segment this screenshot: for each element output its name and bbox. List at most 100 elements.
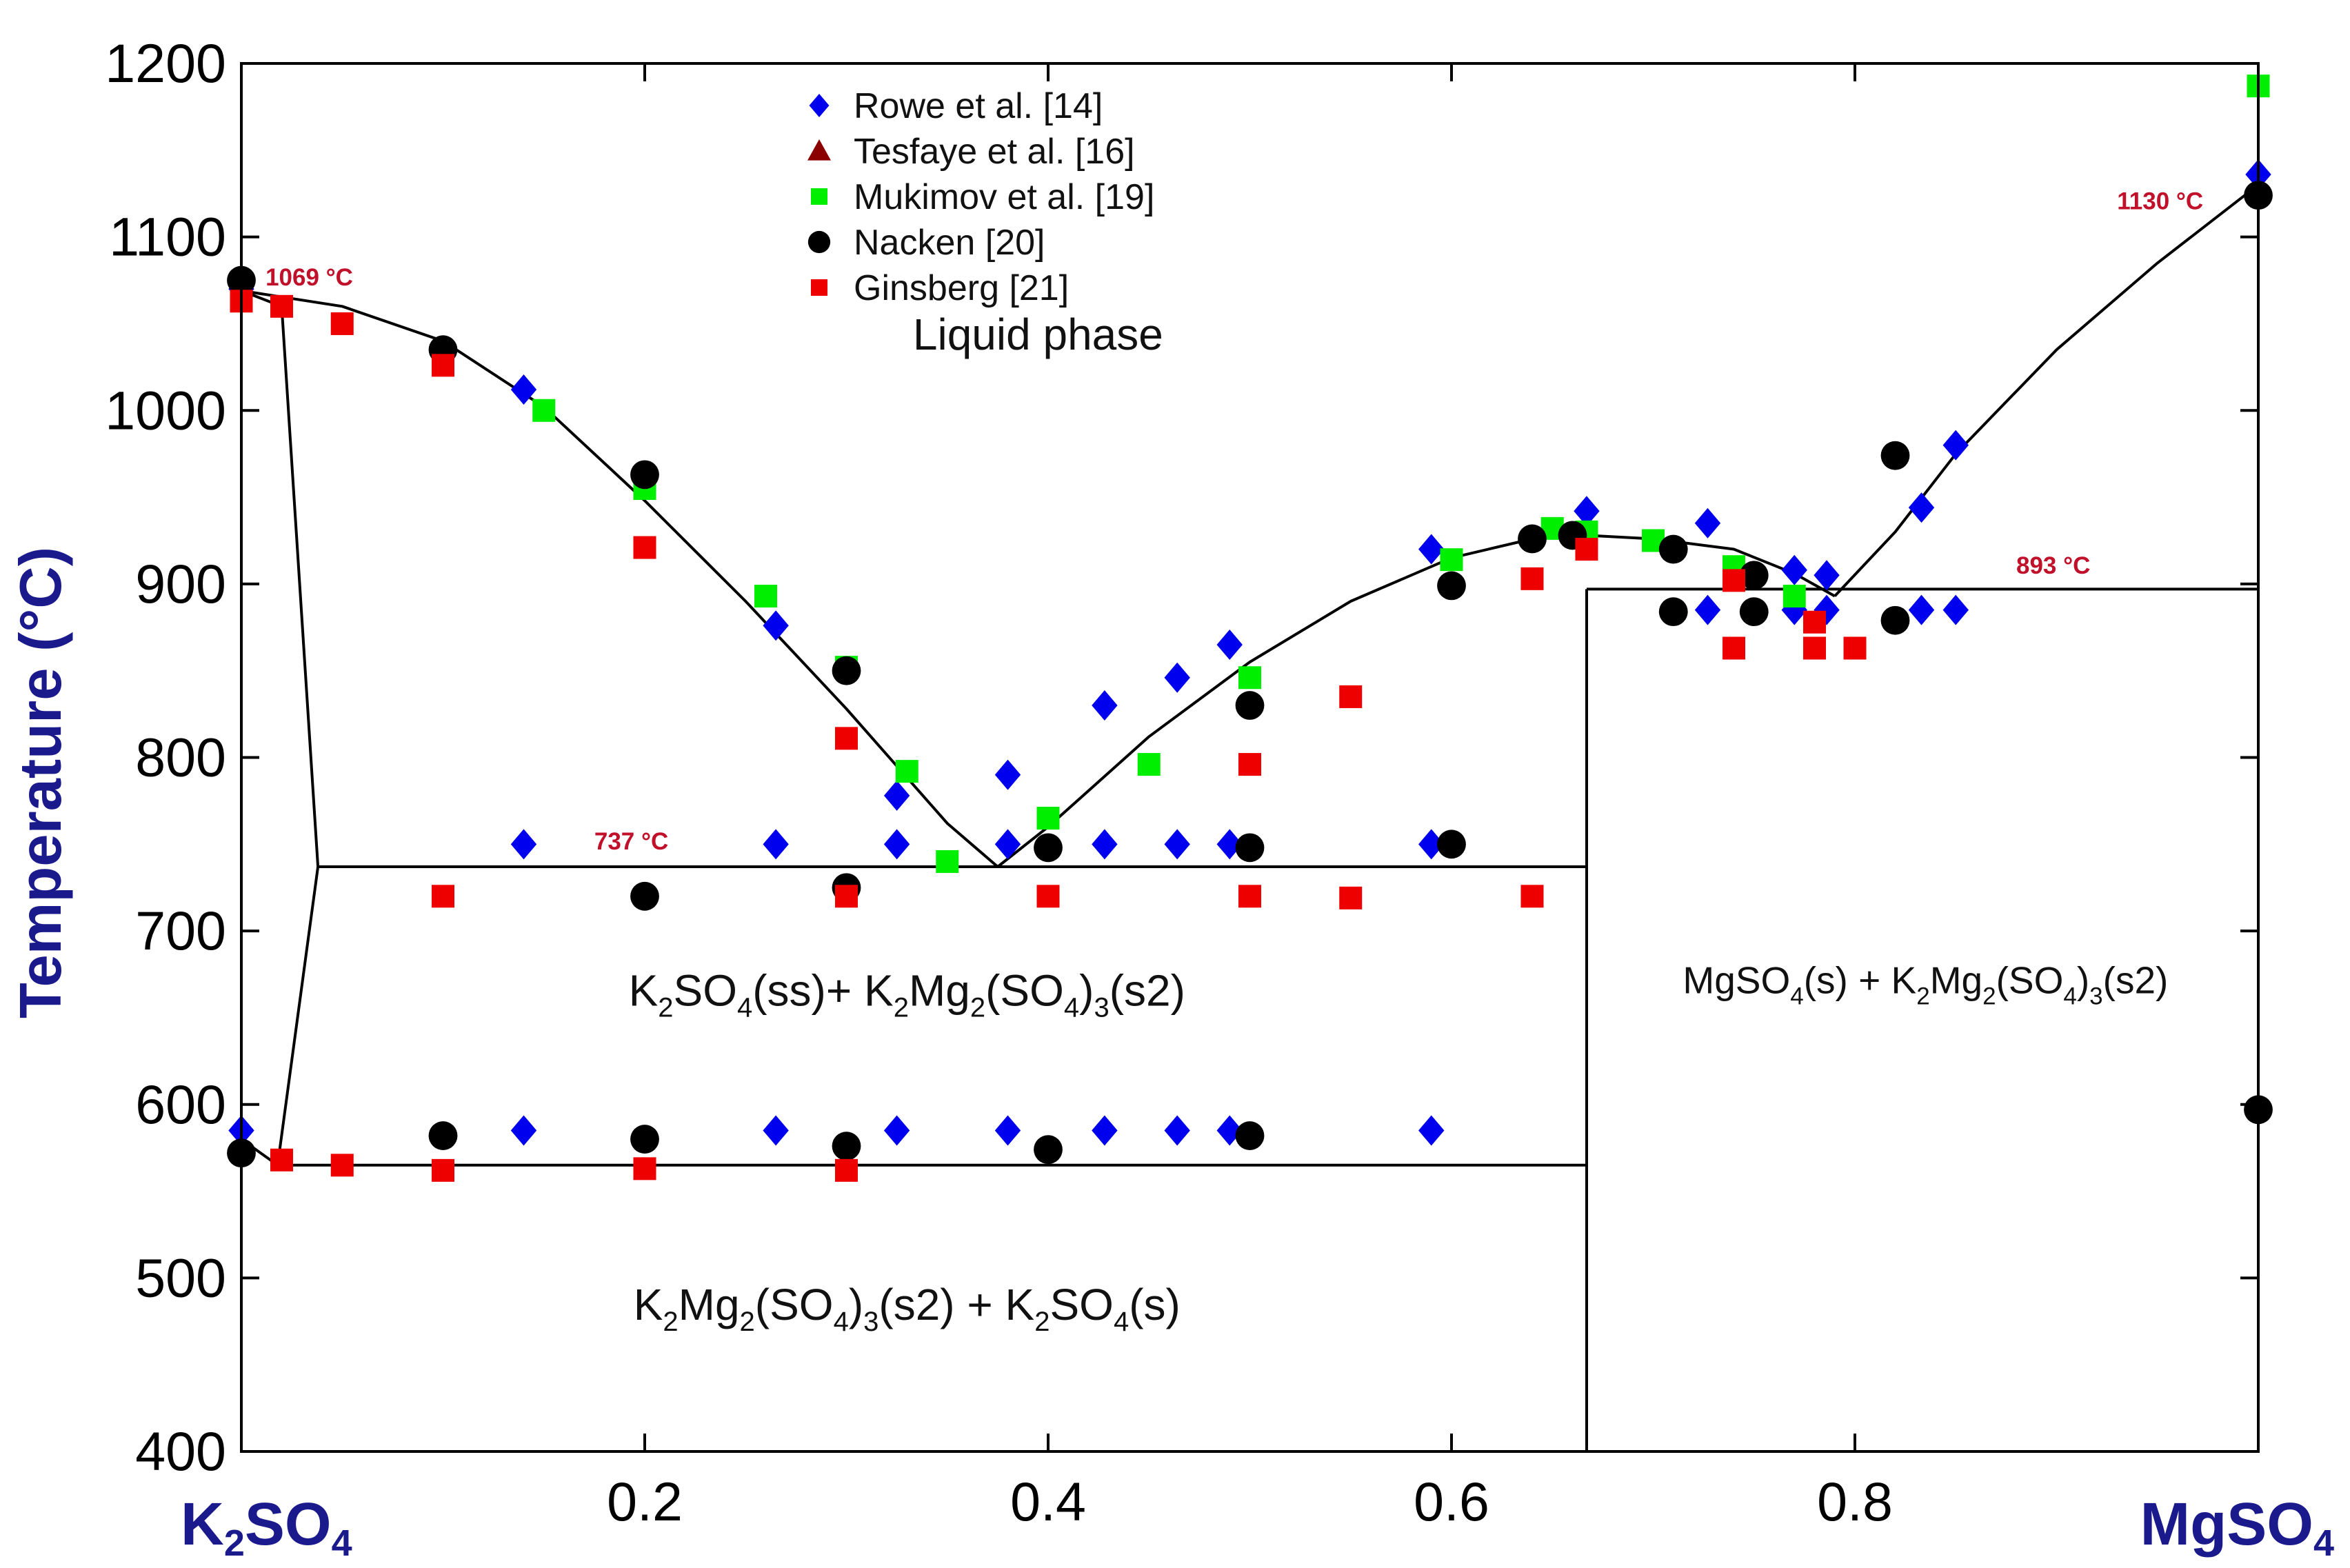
y-tick-label: 500 [135, 1247, 226, 1308]
data-point-diamond [1942, 594, 1969, 625]
data-point-circle [428, 1121, 458, 1150]
data-point-square [835, 885, 858, 908]
data-point-circle [1034, 833, 1063, 863]
data-point-circle [1235, 691, 1265, 720]
y-tick-label: 400 [135, 1420, 226, 1482]
data-point-circle [1739, 561, 1769, 590]
data-point-square [1782, 584, 1806, 607]
data-point-square [432, 885, 454, 908]
data-point-diamond [1418, 534, 1445, 565]
data-point-diamond [1781, 554, 1807, 585]
data-point-diamond [1092, 1115, 1118, 1146]
temperature-annotations: 1069 °C 737 °C 893 °C 1130 °C [265, 188, 2203, 854]
region-label-k2mg2-k2so4: K2Mg2(SO4)3(s2) + K2SO4(s) [634, 1280, 1181, 1337]
data-point-square [432, 354, 454, 377]
data-point-diamond [1942, 430, 1969, 461]
data-point-circle [1437, 830, 1466, 859]
data-point-diamond [1694, 594, 1721, 625]
data-point-square [633, 1157, 656, 1180]
data-point-square [270, 294, 293, 318]
data-point-square [330, 1154, 354, 1177]
data-point-circle [1658, 597, 1688, 627]
data-point-square [1339, 886, 1363, 909]
data-point-diamond [1781, 594, 1807, 625]
data-point-square [1520, 885, 1544, 908]
data-point-diamond [883, 1115, 910, 1146]
legend-entry: Rowe et al. [14] [854, 86, 1103, 126]
data-point-diamond [763, 1115, 789, 1146]
data-point-diamond [994, 1115, 1021, 1146]
temp-annotation: 1069 °C [265, 264, 353, 291]
y-tick-label: 900 [135, 553, 226, 614]
data-point-square [754, 584, 777, 607]
data-points [227, 74, 2273, 1182]
y-tick-label: 1100 [109, 206, 226, 268]
data-point-diamond [883, 829, 910, 860]
data-point-square [835, 1158, 858, 1182]
data-point-circle [630, 1125, 659, 1154]
legend-entry: Tesfaye et al. [16] [854, 132, 1135, 172]
phase-line-liquidus-right [1834, 183, 2260, 597]
legend-marker-circle [807, 230, 831, 254]
data-point-square [1036, 885, 1060, 908]
data-point-circle [1235, 1121, 1265, 1150]
data-point-diamond [994, 829, 1021, 860]
temp-annotation: 893 °C [2016, 552, 2090, 579]
data-point-circle [1658, 534, 1688, 564]
data-point-diamond [510, 1115, 537, 1146]
y-tick-label: 1200 [105, 32, 226, 94]
data-point-diamond [510, 829, 537, 860]
data-point-circle [1034, 1135, 1063, 1165]
x-tick-label: 0.6 [1414, 1471, 1489, 1532]
data-point-diamond [763, 829, 789, 860]
data-point-diamond [1216, 629, 1243, 660]
data-point-diamond [1092, 690, 1118, 721]
region-label-mgso4-k2mg2: MgSO4(s) + K2Mg2(SO4)3(s2) [1683, 959, 2168, 1010]
data-point-square [1339, 685, 1363, 708]
data-point-square [270, 1148, 293, 1172]
data-point-diamond [1418, 829, 1445, 860]
data-point-square [1803, 636, 1826, 660]
phase-line-liquidus-middle [996, 534, 1836, 868]
x-axis-end-label-mgso4: MgSO4 [2140, 1491, 2334, 1564]
data-point-square [1036, 807, 1060, 830]
data-point-square [532, 399, 556, 422]
data-point-circle [1880, 605, 1910, 635]
data-point-square [1803, 610, 1826, 634]
region-label-liquid: Liquid phase [913, 310, 1163, 359]
data-point-circle [1739, 597, 1769, 627]
data-point-diamond [1814, 560, 1840, 591]
x-tick-label: 0.4 [1010, 1471, 1086, 1532]
data-point-circle [1518, 524, 1547, 554]
data-point-circle [1235, 833, 1265, 863]
data-point-circle [832, 1132, 861, 1161]
axis-ticks: 400 500 600 700 800 900 1000 1100 1200 0.2 0.4 0.6 0… [105, 32, 2258, 1532]
legend-entry: Mukimov et al. [19] [854, 177, 1154, 217]
legend: Rowe et al. [14] Tesfaye et al. [16] Mukim… [807, 86, 1154, 308]
data-point-square [1238, 666, 1261, 690]
data-point-diamond [1908, 492, 1935, 523]
phase-line-liquidus-left [241, 289, 999, 868]
data-point-square [1843, 636, 1867, 660]
legend-entry: Ginsberg [21] [854, 268, 1069, 308]
data-point-square [1723, 569, 1745, 592]
data-point-square [1520, 567, 1544, 590]
y-tick-label: 800 [135, 727, 226, 788]
region-labels: Liquid phase K2SO4(ss)+ K2Mg2(SO4)3(s2) K2… [629, 310, 2169, 1337]
data-point-diamond [1574, 496, 1600, 527]
data-point-diamond [1092, 829, 1118, 860]
data-point-circle [630, 881, 659, 911]
data-point-diamond [883, 780, 910, 811]
data-point-square [1137, 753, 1161, 776]
data-point-square [835, 727, 858, 750]
data-point-square [432, 1158, 454, 1182]
legend-marker-square [811, 279, 827, 296]
y-axis-label: Temperature (°C) [8, 547, 74, 1018]
data-point-square [330, 312, 354, 335]
temp-annotation: 737 °C [594, 828, 668, 855]
legend-entry: Nacken [20] [854, 223, 1045, 263]
y-tick-label: 600 [135, 1074, 226, 1135]
data-point-diamond [510, 374, 537, 405]
data-point-circle [832, 656, 861, 685]
